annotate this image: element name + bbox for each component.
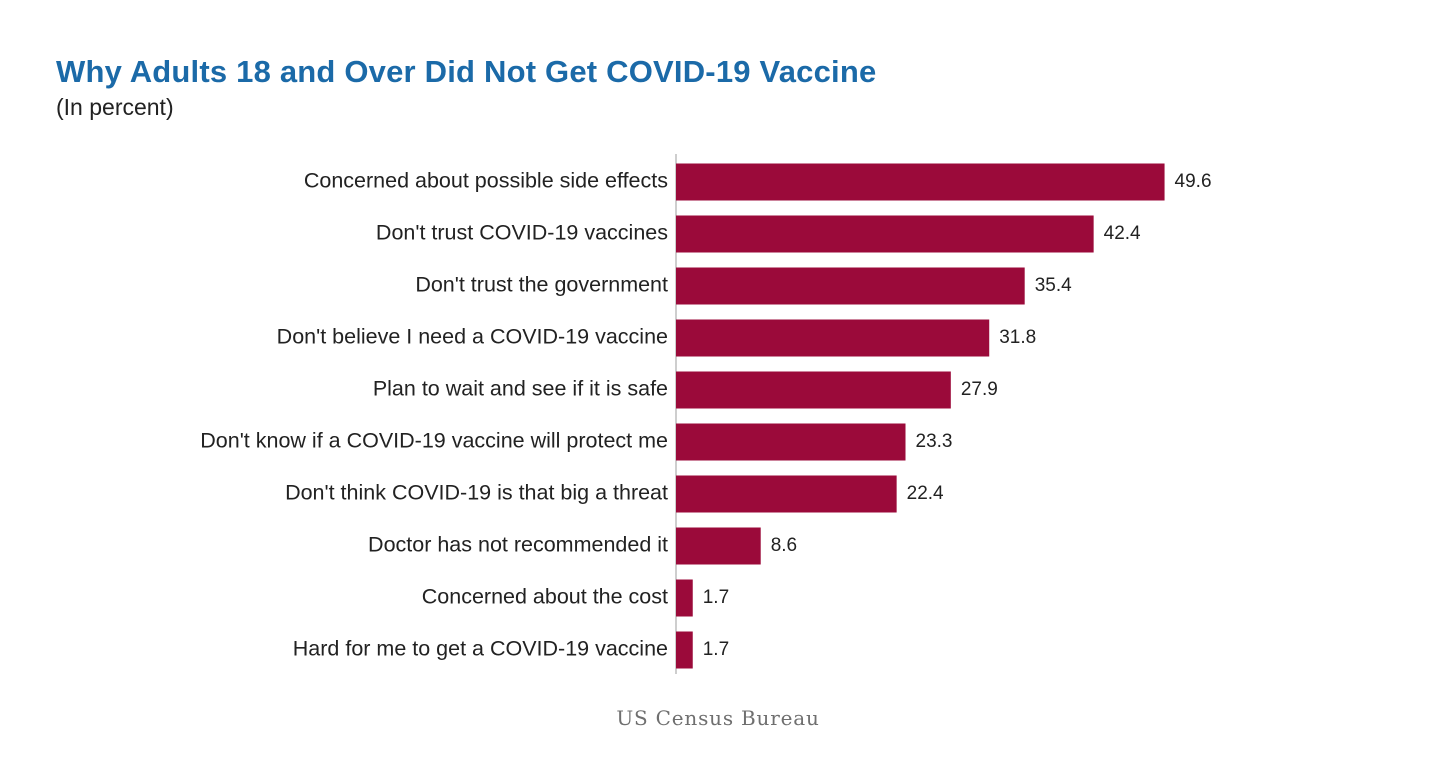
chart-subtitle: (In percent)	[56, 94, 174, 120]
bar	[676, 527, 761, 565]
category-label: Don't believe I need a COVID-19 vaccine	[277, 325, 668, 349]
category-label: Don't know if a COVID-19 vaccine will pr…	[200, 429, 668, 453]
category-label: Concerned about the cost	[422, 585, 668, 609]
category-label: Plan to wait and see if it is safe	[373, 377, 668, 401]
bar	[676, 267, 1025, 305]
value-label: 22.4	[907, 483, 944, 504]
bar	[676, 319, 990, 357]
value-label: 49.6	[1175, 171, 1212, 192]
category-label: Don't trust COVID-19 vaccines	[376, 221, 668, 245]
chart-title: Why Adults 18 and Over Did Not Get COVID…	[56, 54, 877, 89]
value-label: 42.4	[1104, 223, 1141, 244]
bar	[676, 475, 897, 513]
category-label: Don't trust the government	[415, 273, 668, 297]
bar	[676, 423, 906, 461]
category-label: Don't think COVID-19 is that big a threa…	[285, 481, 668, 505]
bar	[676, 163, 1165, 201]
category-label: Hard for me to get a COVID-19 vaccine	[293, 637, 668, 661]
bar	[676, 579, 693, 617]
value-label: 23.3	[916, 431, 953, 452]
value-label: 31.8	[999, 327, 1036, 348]
category-label: Doctor has not recommended it	[368, 533, 668, 557]
category-label: Concerned about possible side effects	[304, 169, 668, 193]
value-label: 35.4	[1035, 275, 1072, 296]
bar	[676, 631, 693, 669]
value-label: 27.9	[961, 379, 998, 400]
value-label: 1.7	[703, 639, 729, 660]
source-caption: US Census Bureau	[616, 706, 820, 730]
bar	[676, 215, 1094, 253]
bar	[676, 371, 951, 409]
value-label: 8.6	[771, 535, 797, 556]
chart-panel	[18, 26, 1414, 696]
value-label: 1.7	[703, 587, 729, 608]
